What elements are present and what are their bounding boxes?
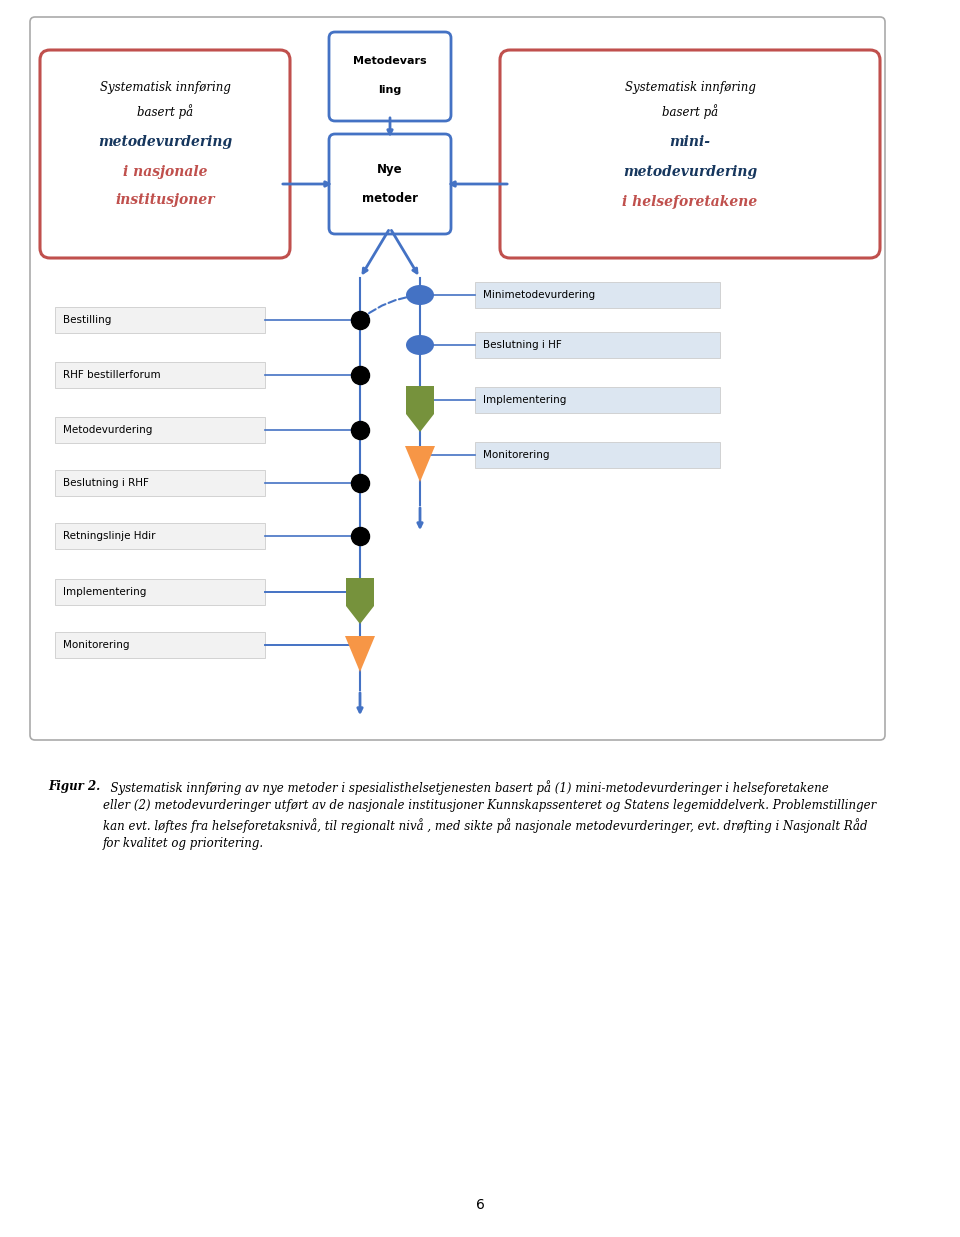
Text: RHF bestillerforum: RHF bestillerforum [63,370,160,380]
Text: Monitorering: Monitorering [63,640,130,649]
FancyBboxPatch shape [55,523,265,549]
FancyBboxPatch shape [475,442,720,468]
Text: Systematisk innføring av nye metoder i spesialisthelsetjenesten basert på (1) mi: Systematisk innføring av nye metoder i s… [103,781,876,850]
FancyBboxPatch shape [329,32,451,121]
Bar [406,386,434,414]
FancyBboxPatch shape [475,332,720,357]
Text: i nasjonale: i nasjonale [123,165,207,179]
Text: mini-: mini- [669,135,710,148]
Text: Figur 2.: Figur 2. [48,781,100,793]
Text: basert på: basert på [137,105,193,120]
Polygon shape [405,447,435,482]
Text: metodevurdering: metodevurdering [623,165,757,179]
Text: Metodevurdering: Metodevurdering [63,426,153,435]
Text: Implementering: Implementering [63,588,146,597]
Polygon shape [346,606,374,623]
Polygon shape [406,414,434,432]
Text: i helseforetakene: i helseforetakene [622,195,757,209]
Text: Metodevars: Metodevars [353,56,427,66]
Text: Systematisk innføring: Systematisk innføring [100,82,230,94]
FancyBboxPatch shape [475,282,720,308]
Ellipse shape [406,285,434,306]
Text: Bestilling: Bestilling [63,315,111,325]
Ellipse shape [406,335,434,355]
Text: Nye: Nye [377,162,403,176]
Text: institusjoner: institusjoner [115,193,215,207]
Text: Beslutning i HF: Beslutning i HF [483,340,562,350]
FancyBboxPatch shape [329,134,451,234]
Text: basert på: basert på [662,105,718,120]
Text: Monitorering: Monitorering [483,450,549,460]
Text: Systematisk innføring: Systematisk innføring [625,82,756,94]
Text: Beslutning i RHF: Beslutning i RHF [63,477,149,489]
Text: metoder: metoder [362,193,418,205]
FancyBboxPatch shape [30,17,885,740]
Bar [346,578,374,606]
FancyBboxPatch shape [55,579,265,605]
FancyBboxPatch shape [55,307,265,333]
Text: Retningslinje Hdir: Retningslinje Hdir [63,531,156,541]
FancyBboxPatch shape [55,362,265,388]
Text: Implementering: Implementering [483,395,566,404]
Polygon shape [345,636,375,672]
FancyBboxPatch shape [40,49,290,259]
Text: 6: 6 [475,1197,485,1212]
FancyBboxPatch shape [55,417,265,443]
Text: ling: ling [378,85,401,95]
FancyBboxPatch shape [500,49,880,259]
FancyBboxPatch shape [475,387,720,413]
FancyBboxPatch shape [55,632,265,658]
Text: Minimetodevurdering: Minimetodevurdering [483,289,595,301]
Text: metodevurdering: metodevurdering [98,135,232,148]
FancyBboxPatch shape [55,470,265,496]
